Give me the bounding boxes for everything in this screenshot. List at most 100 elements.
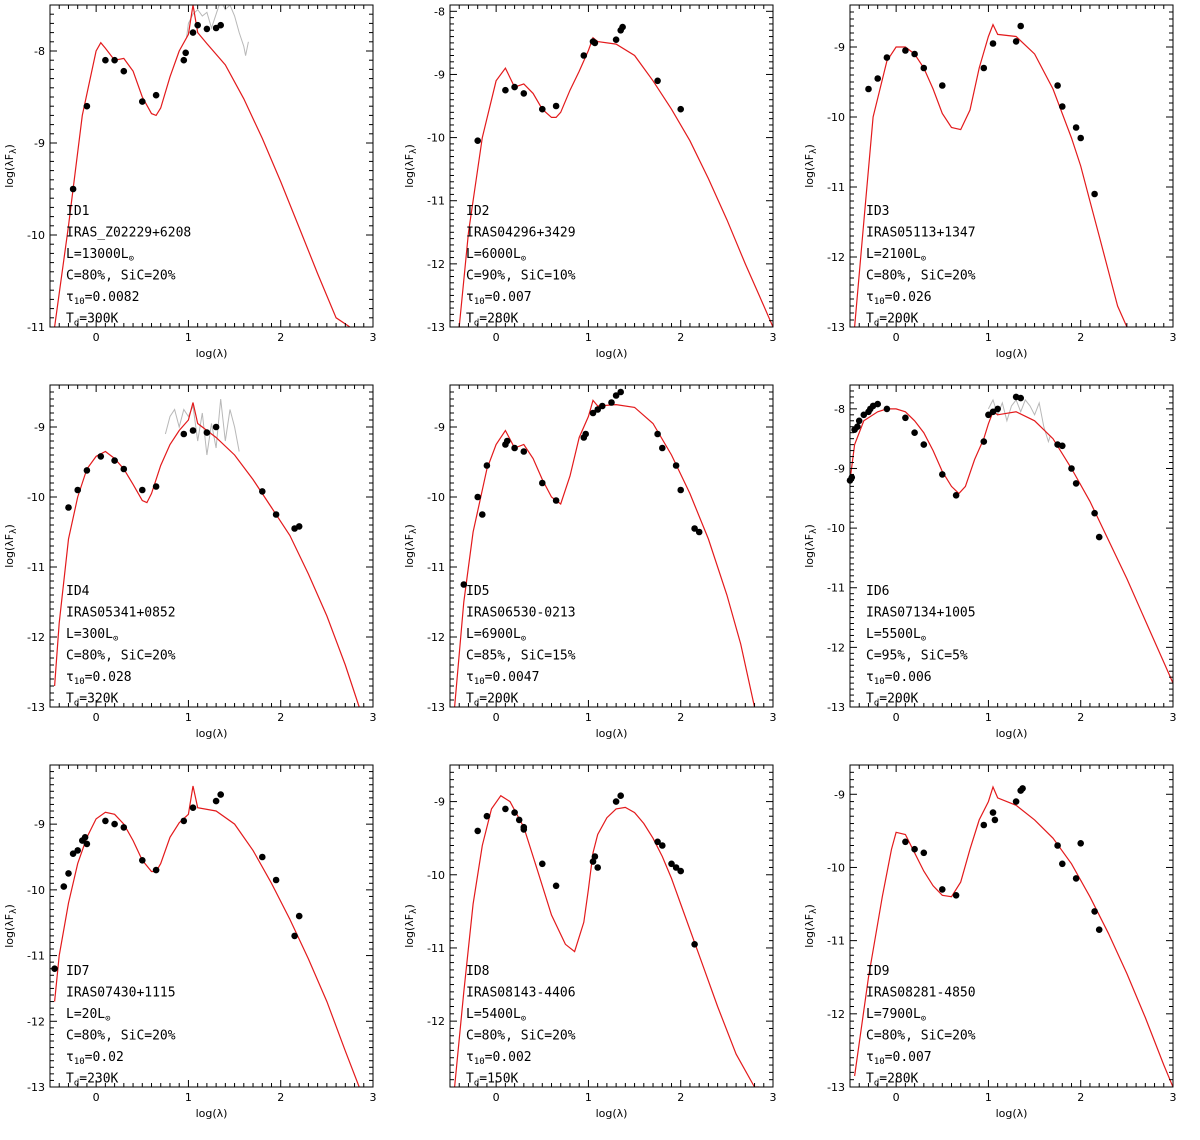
dust-temperature: Td=150K — [466, 1072, 519, 1089]
y-tick-label: -10 — [427, 491, 445, 504]
source-name: IRAS08281-4850 — [866, 986, 976, 1001]
x-tick-label: 3 — [370, 331, 377, 344]
data-point — [120, 67, 128, 75]
data-point — [295, 912, 303, 920]
dust-temperature: Td=300K — [66, 312, 119, 329]
data-point — [582, 430, 589, 438]
data-point — [1091, 190, 1098, 198]
x-axis-label: log(λ) — [196, 1107, 228, 1120]
y-tick-label: -11 — [427, 561, 445, 574]
sed-plot-id2: 0 1 2 3 -13 -12 -11 -10 -9 -8 log(λ) log(λFλ) ID2 IRA… — [403, 4, 777, 360]
optical-depth: τ10=0.0082 — [66, 290, 139, 307]
y-axis-label: log(λFλ) — [3, 904, 19, 948]
y-tick-label: -11 — [827, 181, 845, 194]
data-point — [608, 399, 615, 406]
y-tick-label: -12 — [427, 631, 445, 644]
x-tick-label: 2 — [677, 711, 684, 724]
data-point — [152, 483, 160, 490]
source-name: IRAS_Z02229+6208 — [66, 226, 191, 241]
data-point — [203, 25, 211, 33]
data-point — [911, 845, 918, 853]
data-point — [182, 49, 189, 57]
data-point — [1077, 840, 1084, 847]
dust-temperature: Td=200K — [866, 312, 919, 329]
data-point — [69, 850, 77, 857]
spectrum-line — [164, 398, 240, 456]
x-tick-label: 3 — [1170, 711, 1177, 724]
data-point — [272, 511, 280, 518]
y-tick-label: -9 — [434, 68, 445, 81]
data-point — [60, 883, 68, 890]
x-axis-label: log(λ) — [996, 1107, 1028, 1120]
x-tick-label: 1 — [985, 1091, 992, 1104]
panel-id: ID4 — [66, 584, 90, 599]
data-point — [591, 853, 599, 860]
spectrum-line — [186, 5, 249, 56]
sed-plot-id1: 0 1 2 3 -11 -10 -9 -8 log(λ) log(λFλ) ID1 IRAS_Z022… — [3, 4, 377, 360]
sed-panel-id2: 0 1 2 3 -13 -12 -11 -10 -9 -8 log(λ) log(λFλ) ID2 IRA… — [400, 0, 800, 380]
luminosity: L=13000L⊙ — [66, 247, 134, 264]
y-tick-label: -12 — [27, 1015, 45, 1028]
y-tick-label: -9 — [434, 796, 445, 809]
y-axis-label: log(λFλ) — [403, 524, 419, 568]
data-point — [677, 867, 684, 875]
luminosity: L=5400L⊙ — [466, 1007, 526, 1024]
data-point — [1072, 480, 1080, 487]
panel-id: ID3 — [866, 204, 889, 219]
x-tick-label: 3 — [1170, 1091, 1177, 1104]
y-tick-label: -12 — [827, 641, 845, 654]
data-point — [479, 511, 486, 518]
y-tick-label: -11 — [427, 942, 445, 955]
data-point — [865, 85, 872, 93]
x-tick-label: 2 — [277, 1091, 284, 1104]
y-tick-label: -11 — [827, 935, 845, 948]
data-point — [552, 882, 560, 890]
x-axis-label: log(λ) — [196, 727, 228, 740]
data-point — [1059, 103, 1066, 110]
x-tick-label: 1 — [585, 331, 592, 344]
data-point — [111, 820, 118, 828]
sed-plot-id8: 0 1 2 3 -12 -11 -10 -9 log(λ) log(λFλ) ID8 IRAS0814… — [403, 764, 777, 1120]
data-point — [883, 405, 891, 413]
data-point — [295, 523, 303, 530]
luminosity: L=20L⊙ — [66, 1007, 111, 1024]
y-axis-label: log(λFλ) — [3, 524, 19, 568]
data-point — [874, 400, 881, 408]
x-tick-label: 1 — [985, 711, 992, 724]
y-tick-label: -13 — [427, 321, 445, 334]
dust-composition: C=80%, SiC=20% — [66, 269, 176, 284]
data-point — [911, 429, 918, 436]
data-point — [520, 823, 528, 831]
data-point — [952, 892, 960, 899]
data-point — [589, 409, 597, 417]
sed-plot-id5: 0 1 2 3 -13 -12 -11 -10 -9 log(λ) log(λFλ) ID5 IRAS0… — [403, 384, 777, 740]
data-point — [939, 886, 946, 893]
data-point — [617, 388, 624, 396]
data-point — [83, 467, 91, 474]
data-point — [612, 392, 620, 399]
sed-panel-id7: 0 1 2 3 -13 -12 -11 -10 -9 log(λ) log(λFλ) ID7 IRAS0… — [0, 760, 400, 1140]
dust-composition: C=90%, SiC=10% — [466, 269, 576, 284]
data-point — [952, 492, 960, 499]
x-tick-label: 2 — [277, 331, 284, 344]
data-point — [180, 817, 188, 825]
y-tick-label: -8 — [434, 5, 445, 18]
data-point — [1054, 82, 1061, 89]
data-point — [902, 47, 909, 54]
source-name: IRAS05341+0852 — [66, 606, 176, 621]
dust-composition: C=80%, SiC=20% — [66, 1029, 176, 1044]
luminosity: L=6000L⊙ — [466, 247, 526, 264]
sed-plot-id4: 0 1 2 3 -13 -12 -11 -10 -9 log(λ) log(λFλ) ID4 IRAS0… — [3, 384, 377, 740]
y-axis-label: log(λFλ) — [403, 144, 419, 188]
y-tick-label: -13 — [27, 701, 45, 714]
data-point — [612, 36, 620, 43]
y-tick-label: -13 — [827, 1081, 845, 1094]
luminosity: L=5500L⊙ — [866, 627, 926, 644]
x-tick-label: 2 — [677, 1091, 684, 1104]
source-name: IRAS08143-4406 — [466, 986, 576, 1001]
model-sed-line — [454, 794, 760, 1087]
data-point — [152, 866, 160, 874]
luminosity: L=2100L⊙ — [866, 247, 926, 264]
data-point — [511, 809, 518, 816]
